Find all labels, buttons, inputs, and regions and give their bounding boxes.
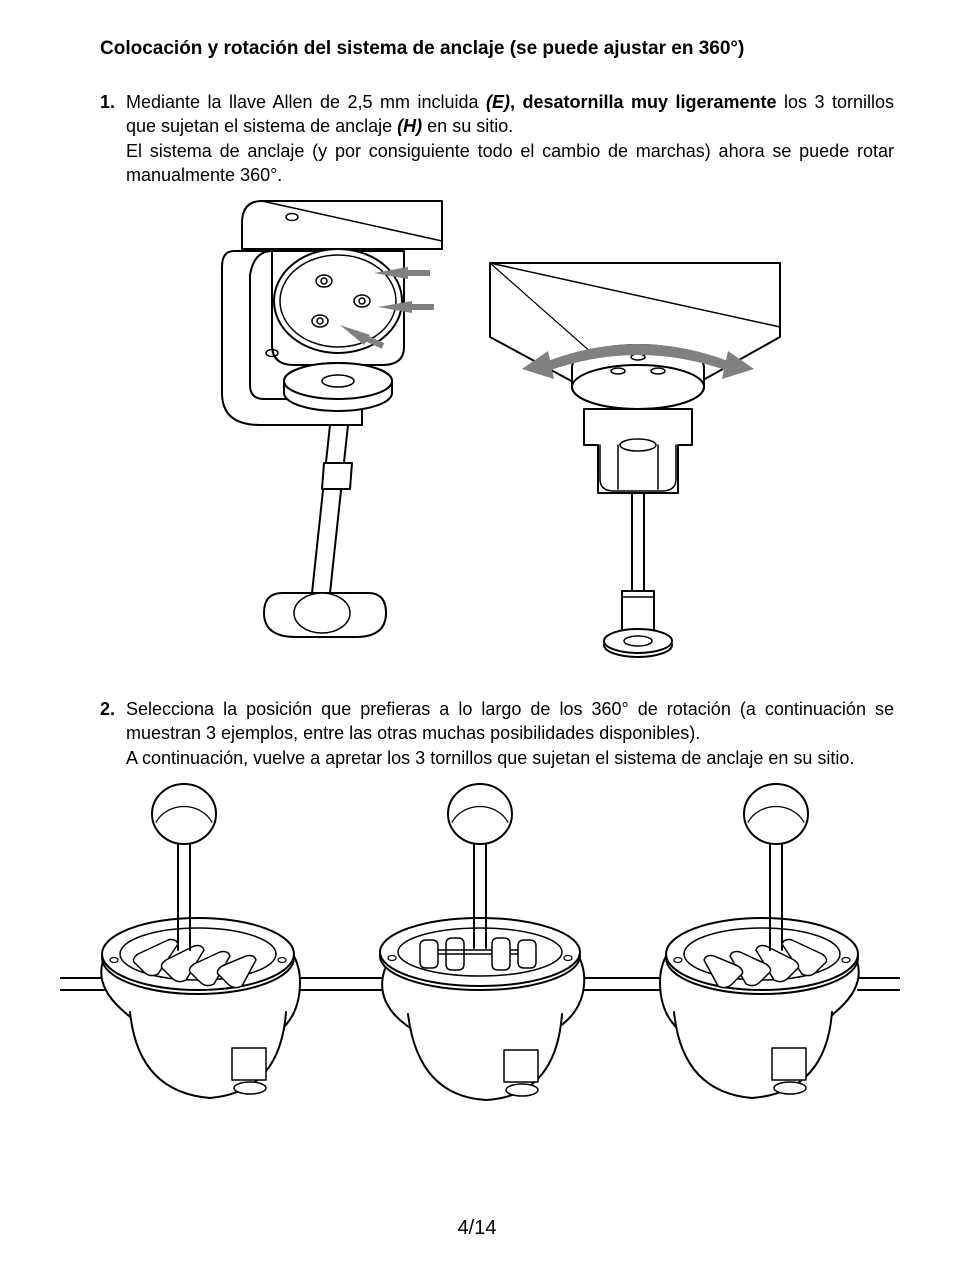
figure-clamp-screws [172,193,452,673]
step1-text-f: en su sitio. [422,116,513,136]
section-title: Colocación y rotación del sistema de anc… [100,38,894,60]
step2-text-2: A continuación, vuelve a apretar los 3 t… [126,746,894,770]
step-1-body: Mediante la llave Allen de 2,5 mm inclui… [126,90,894,187]
step-2-number: 2. [100,697,126,770]
step-2: 2. Selecciona la posición que prefieras … [60,697,894,770]
figure-shifter-center [340,780,620,1110]
step-1: 1. Mediante la llave Allen de 2,5 mm inc… [60,90,894,187]
figure-shifter-right [620,780,900,1110]
step1-text-b: (E) [486,92,510,112]
step-1-number: 1. [100,90,126,187]
step1-text-a: Mediante la llave Allen de 2,5 mm inclui… [126,92,486,112]
figure-rotation-arrow [482,193,782,673]
figure-row-1 [60,193,894,673]
step2-text-1: Selecciona la posición que prefieras a l… [126,697,894,746]
step-2-body: Selecciona la posición que prefieras a l… [126,697,894,770]
step1-text-e: (H) [397,116,422,136]
step1-text-c: , desatornilla muy ligeramente [510,92,777,112]
figure-shifter-left [60,780,340,1110]
figure-row-2 [60,780,894,1110]
page-number: 4/14 [0,1217,954,1240]
manual-page: Colocación y rotación del sistema de anc… [0,0,954,1274]
step1-text-2: El sistema de anclaje (y por consiguient… [126,139,894,188]
